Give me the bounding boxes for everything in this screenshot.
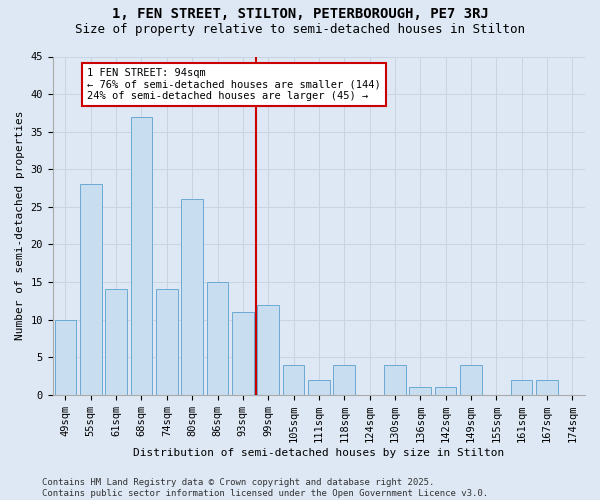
Bar: [131, 116, 152, 394]
Text: Size of property relative to semi-detached houses in Stilton: Size of property relative to semi-detach…: [75, 22, 525, 36]
Y-axis label: Number of semi-detached properties: Number of semi-detached properties: [15, 111, 25, 340]
Text: Contains HM Land Registry data © Crown copyright and database right 2025.
Contai: Contains HM Land Registry data © Crown c…: [42, 478, 488, 498]
Bar: [55, 320, 76, 394]
Bar: [283, 364, 304, 394]
Bar: [334, 364, 355, 394]
Bar: [511, 380, 532, 394]
Bar: [435, 387, 457, 394]
Bar: [384, 364, 406, 394]
Bar: [156, 290, 178, 395]
Bar: [536, 380, 558, 394]
Bar: [308, 380, 329, 394]
Bar: [232, 312, 254, 394]
Bar: [80, 184, 101, 394]
Bar: [106, 290, 127, 395]
Bar: [409, 387, 431, 394]
X-axis label: Distribution of semi-detached houses by size in Stilton: Distribution of semi-detached houses by …: [133, 448, 505, 458]
Bar: [460, 364, 482, 394]
Bar: [257, 304, 279, 394]
Text: 1 FEN STREET: 94sqm
← 76% of semi-detached houses are smaller (144)
24% of semi-: 1 FEN STREET: 94sqm ← 76% of semi-detach…: [87, 68, 381, 101]
Bar: [207, 282, 228, 395]
Text: 1, FEN STREET, STILTON, PETERBOROUGH, PE7 3RJ: 1, FEN STREET, STILTON, PETERBOROUGH, PE…: [112, 8, 488, 22]
Bar: [181, 200, 203, 394]
